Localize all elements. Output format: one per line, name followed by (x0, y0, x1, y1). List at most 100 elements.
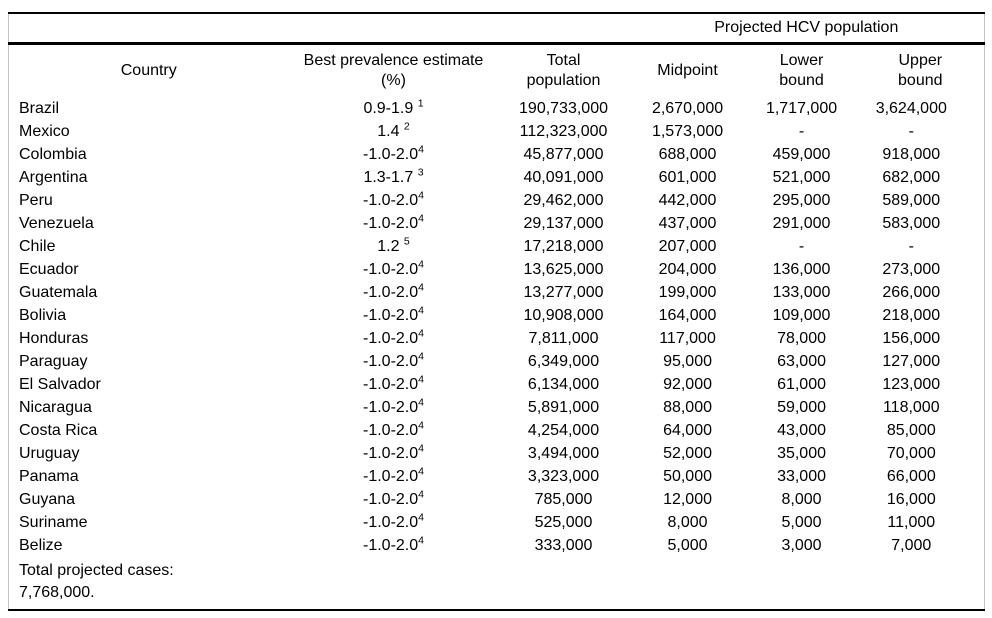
prevalence-value: -1.0-2.0 (363, 422, 419, 439)
column-header-country: Country (120, 62, 177, 79)
spanning-header-spacer (8, 12, 629, 45)
prevalence-value: 1.2 (377, 238, 404, 255)
upper-bound-cell: 156,000 (882, 330, 941, 347)
total-population-cell: 13,625,000 (523, 261, 604, 278)
lower-bound-cell: 35,000 (777, 445, 826, 462)
upper-bound-cell: 66,000 (886, 468, 936, 485)
table-row: Mexico 1.4 2 112,323,000 1,573,000 - - (9, 120, 985, 143)
column-header-total-population: Total population (526, 52, 601, 89)
midpoint-cell: 12,000 (663, 491, 712, 508)
midpoint-cell: 437,000 (658, 215, 717, 232)
prevalence-cell: -1.0-2.04 (289, 396, 499, 419)
total-population-cell: 7,811,000 (528, 330, 599, 347)
upper-bound-cell: 127,000 (882, 353, 941, 370)
column-header-prevalence: Best prevalence estimate (%) (303, 52, 484, 89)
prevalence-cell: -1.0-2.04 (289, 189, 499, 212)
footnote-marker: 4 (418, 212, 424, 225)
prevalence-cell: -1.0-2.04 (289, 258, 499, 281)
lower-bound-cell: 459,000 (772, 146, 831, 163)
upper-bound-cell: 118,000 (882, 399, 940, 416)
midpoint-cell: 601,000 (658, 169, 717, 186)
upper-bound-cell: 273,000 (882, 261, 941, 278)
footnote-marker: 4 (418, 534, 424, 547)
upper-bound-cell: 16,000 (886, 491, 936, 508)
lower-bound-cell: 521,000 (772, 169, 831, 186)
upper-bound-cell: 123,000 (882, 376, 941, 393)
lower-bound-cell: 8,000 (781, 491, 822, 508)
footnote-marker: 4 (418, 327, 424, 340)
country-cell: Argentina (19, 169, 88, 186)
country-cell: Honduras (19, 330, 89, 347)
total-population-cell: 3,323,000 (527, 468, 600, 485)
table-row: El Salvador -1.0-2.04 6,134,000 92,000 61,00… (9, 373, 985, 396)
country-cell: Chile (19, 238, 56, 255)
column-header-midpoint: Midpoint (657, 62, 718, 79)
total-population-cell: 333,000 (534, 537, 593, 554)
lower-bound-cell: 78,000 (777, 330, 826, 347)
footnote-marker: 4 (418, 373, 424, 386)
midpoint-cell: 442,000 (658, 192, 717, 209)
total-population-cell: 525,000 (534, 514, 593, 531)
prevalence-value: -1.0-2.0 (363, 445, 419, 462)
country-cell: Bolivia (19, 307, 67, 324)
lower-bound-cell: 33,000 (777, 468, 826, 485)
prevalence-value: 0.9-1.9 (363, 100, 418, 117)
table-row: Venezuela -1.0-2.04 29,137,000 437,000 291,0… (9, 212, 985, 235)
upper-bound-cell: 682,000 (882, 169, 941, 186)
country-cell: Mexico (19, 123, 70, 140)
column-header-row: Country Best prevalence estimate (%) Tot… (9, 44, 985, 98)
lower-bound-cell: 61,000 (777, 376, 826, 393)
footer-cell: Total projected cases: 7,768,000. (9, 557, 985, 610)
midpoint-cell: 2,670,000 (651, 100, 724, 117)
total-population-cell: 40,091,000 (523, 169, 604, 186)
midpoint-cell: 52,000 (663, 445, 712, 462)
prevalence-value: -1.0-2.0 (363, 514, 419, 531)
lower-bound-cell: 136,000 (772, 261, 831, 278)
country-cell: Venezuela (19, 215, 94, 232)
total-projected-cases-value: 7,768,000. (19, 584, 95, 601)
footnote-marker: 4 (418, 465, 424, 478)
total-population-cell: 190,733,000 (519, 100, 608, 117)
hcv-projection-table: Projected HCV population Country Best pr… (8, 12, 986, 611)
table-row: Belize -1.0-2.04 333,000 5,000 3,000 7,000 (9, 534, 985, 557)
upper-bound-cell: 218,000 (882, 307, 941, 324)
table-body: Brazil 0.9-1.9 1 190,733,000 2,670,000 1,717… (9, 97, 985, 557)
midpoint-cell: 199,000 (658, 284, 717, 301)
footnote-marker: 4 (418, 442, 424, 455)
upper-bound-cell: - (908, 123, 914, 140)
upper-bound-cell: 266,000 (882, 284, 941, 301)
lower-bound-cell: 43,000 (777, 422, 826, 439)
prevalence-value: -1.0-2.0 (363, 307, 419, 324)
footnote-marker: 4 (418, 258, 424, 271)
country-cell: Guyana (19, 491, 76, 508)
prevalence-cell: -1.0-2.04 (289, 350, 499, 373)
prevalence-cell: -1.0-2.04 (289, 373, 499, 396)
footnote-marker: 4 (418, 189, 424, 202)
prevalence-value: -1.0-2.0 (363, 376, 419, 393)
country-cell: Colombia (19, 146, 87, 163)
upper-bound-cell: 589,000 (882, 192, 941, 209)
midpoint-cell: 88,000 (663, 399, 712, 416)
footnote-marker: 4 (418, 281, 424, 294)
prevalence-cell: -1.0-2.04 (289, 488, 499, 511)
prevalence-cell: -1.0-2.04 (289, 465, 499, 488)
midpoint-cell: 64,000 (663, 422, 712, 439)
country-cell: Brazil (19, 100, 60, 117)
prevalence-value: 1.3-1.7 (363, 169, 418, 186)
upper-bound-cell: 85,000 (886, 422, 936, 439)
footnote-marker: 4 (418, 396, 424, 409)
table-row: Guyana -1.0-2.04 785,000 12,000 8,000 16,000 (9, 488, 985, 511)
footnote-marker: 4 (418, 350, 424, 363)
country-cell: Costa Rica (19, 422, 98, 439)
total-population-cell: 29,462,000 (523, 192, 604, 209)
lower-bound-cell: 5,000 (781, 514, 822, 531)
prevalence-value: -1.0-2.0 (363, 491, 419, 508)
table-row: Honduras -1.0-2.04 7,811,000 117,000 78,000 1… (9, 327, 985, 350)
footnote-marker: 4 (418, 304, 424, 317)
total-population-cell: 5,891,000 (527, 399, 600, 416)
upper-bound-cell: 583,000 (882, 215, 941, 232)
upper-bound-cell: 70,000 (886, 445, 936, 462)
midpoint-cell: 5,000 (667, 537, 708, 554)
prevalence-value: 1.4 (377, 123, 404, 140)
country-cell: Paraguay (19, 353, 88, 370)
